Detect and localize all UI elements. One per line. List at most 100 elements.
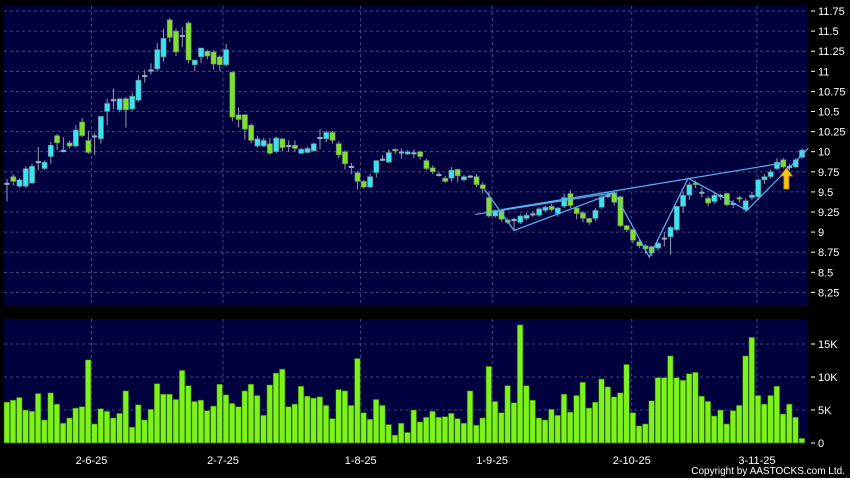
candle (273, 136, 280, 154)
candle (454, 168, 461, 183)
volume-bars (3, 324, 805, 444)
volume-bar (22, 409, 29, 444)
candle-body (404, 151, 411, 155)
candle (329, 130, 336, 144)
candle-body (398, 151, 404, 154)
volume-bar (304, 395, 311, 444)
volume-bar (166, 393, 173, 444)
volume-bar (786, 403, 793, 444)
volume-bar (391, 434, 399, 444)
candle-body (530, 213, 536, 216)
candle (667, 225, 674, 255)
candle-body (680, 194, 686, 207)
volume-bar (592, 401, 599, 444)
volume-bar (598, 378, 605, 444)
volume-bar (41, 419, 48, 444)
candle (404, 150, 411, 155)
candle-body (260, 140, 267, 147)
candle-body (436, 174, 442, 177)
candle (736, 195, 743, 203)
volume-bar (523, 385, 530, 444)
candle-body (47, 144, 54, 157)
candle (22, 166, 29, 188)
candle (310, 142, 317, 152)
date-tick-label: 2-10-25 (613, 455, 651, 467)
candle (548, 203, 555, 212)
candle-body (623, 225, 630, 230)
candle-body (661, 237, 667, 240)
candle-body (16, 179, 23, 187)
volume-bar (704, 401, 712, 444)
candle (260, 138, 267, 147)
candle-body (22, 168, 29, 187)
candle-body (191, 59, 198, 66)
date-tick-label: 3-11-25 (738, 455, 775, 467)
volume-bar (116, 412, 123, 444)
candle (586, 217, 593, 225)
candle (461, 175, 467, 182)
candle-body (142, 75, 148, 78)
volume-bar (110, 417, 117, 444)
candle-body (204, 50, 211, 57)
candle (542, 205, 549, 212)
candle-body (761, 176, 768, 181)
volume-bar (47, 392, 54, 444)
candle (54, 134, 60, 151)
volume-bar (435, 416, 442, 444)
price-tick-label: 11.75 (818, 6, 845, 18)
candle (304, 146, 311, 154)
candle (216, 55, 223, 72)
volume-bar (66, 417, 73, 444)
price-tick-label: 9.25 (818, 207, 839, 219)
candle (235, 107, 242, 128)
candle-body (254, 138, 261, 147)
volume-bar (604, 386, 611, 444)
volume-bar (279, 368, 286, 444)
candle-body (611, 192, 618, 203)
candle-body (154, 49, 161, 70)
volume-bar (241, 390, 248, 444)
volume-bar (91, 423, 98, 444)
volume-bar (3, 401, 10, 444)
volume-bar (222, 394, 230, 444)
volume-bar (135, 404, 142, 444)
volume-bar (441, 416, 449, 444)
candle (198, 47, 204, 64)
candle (617, 195, 624, 228)
candle (173, 28, 179, 57)
volume-bar (466, 390, 474, 444)
candle (367, 174, 373, 188)
candle-body (580, 212, 586, 219)
volume-bar (160, 393, 167, 444)
candle (29, 163, 35, 184)
volume-bar (517, 324, 524, 444)
volume-bar (660, 377, 668, 444)
price-panel (4, 6, 808, 306)
candle-body (673, 206, 680, 230)
candle-body (774, 161, 780, 169)
volume-bar (297, 385, 305, 444)
volume-bar (34, 393, 42, 444)
candle-body (273, 137, 280, 152)
volume-bar (473, 424, 480, 444)
candle (298, 147, 305, 155)
candle-body (479, 184, 486, 189)
volume-bar (210, 405, 217, 444)
candle (411, 149, 417, 159)
volume-bar (185, 385, 192, 444)
candle-body (148, 69, 154, 72)
candle-body (235, 114, 242, 120)
candle-body (354, 172, 361, 182)
price-tick-label: 9.75 (818, 167, 839, 179)
volume-bar (635, 425, 643, 444)
candle-body (767, 171, 774, 177)
candle (392, 148, 399, 155)
price-tick-label: 8.25 (818, 287, 839, 299)
volume-bar (654, 377, 661, 444)
candle (210, 50, 217, 70)
candle (16, 178, 23, 188)
volume-bar (103, 411, 111, 444)
volume-bar (460, 422, 467, 444)
candle (129, 93, 136, 111)
candle-body (79, 121, 86, 136)
